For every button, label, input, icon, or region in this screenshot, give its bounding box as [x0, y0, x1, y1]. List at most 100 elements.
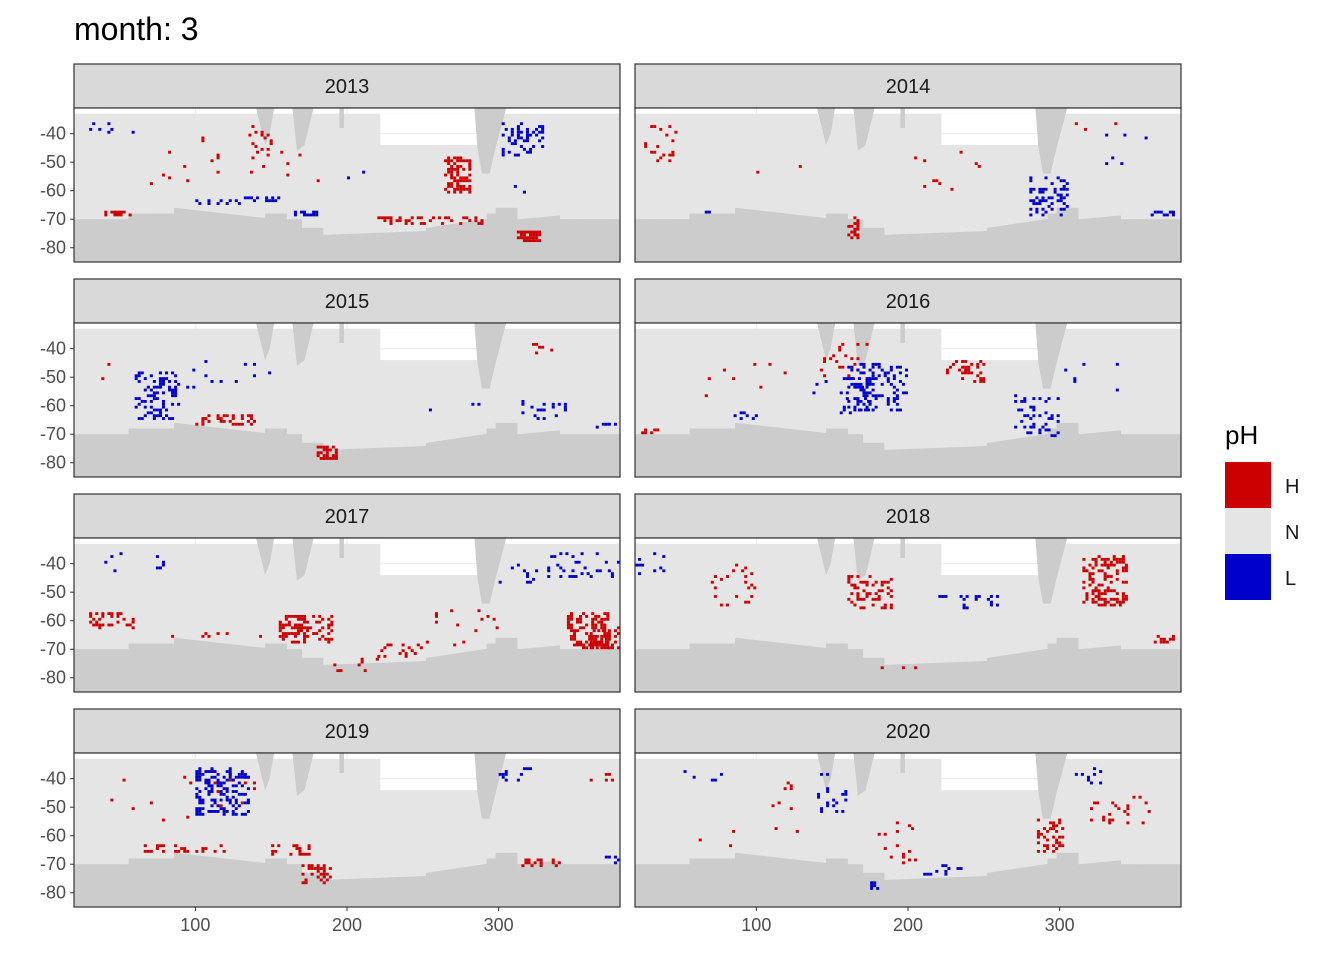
anomaly-cell-L — [507, 150, 511, 154]
land-cell — [968, 446, 973, 477]
anomaly-cell-L — [542, 402, 546, 406]
land-cell — [941, 877, 945, 907]
land-cell — [280, 858, 284, 907]
land-cell — [971, 231, 976, 262]
land-cell — [923, 878, 927, 907]
anomaly-cell-H — [850, 583, 854, 587]
anomaly-cell-H — [328, 448, 332, 452]
anomaly-cell-L — [874, 405, 878, 409]
land-south-america — [1035, 108, 1068, 174]
anomaly-cell-H — [1097, 569, 1101, 573]
anomaly-cell-H — [1088, 575, 1092, 578]
anomaly-cell-L — [1056, 414, 1060, 418]
anomaly-cell-H — [1055, 847, 1059, 850]
land-cell — [923, 233, 927, 262]
anomaly-cell-H — [976, 362, 980, 366]
anomaly-cell-H — [572, 632, 577, 635]
land-cell — [428, 657, 433, 692]
land-cell — [307, 442, 312, 477]
anomaly-cell-L — [243, 775, 247, 779]
anomaly-cell-H — [287, 615, 291, 618]
land-cell — [404, 231, 409, 262]
land-cell — [741, 853, 745, 907]
facet-label: 2019 — [325, 721, 370, 743]
anomaly-cell-H — [557, 861, 561, 865]
anomaly-cell-L — [252, 362, 256, 366]
anomaly-cell-H — [284, 632, 288, 635]
land-cell — [501, 422, 506, 477]
land-cell — [747, 639, 751, 692]
land-cell — [207, 856, 212, 907]
anomaly-cell-L — [862, 394, 866, 398]
anomaly-cell-H — [783, 371, 787, 375]
land-cell — [710, 428, 715, 477]
anomaly-cell-L — [143, 377, 147, 381]
anomaly-cell-H — [832, 354, 836, 358]
land-cell — [847, 434, 851, 477]
anomaly-cell-H — [1091, 589, 1095, 593]
anomaly-cell-H — [131, 617, 135, 621]
land-cell — [401, 231, 406, 262]
land-cell — [465, 221, 469, 262]
anomaly-cell-L — [1041, 199, 1045, 203]
anomaly-cell-L — [1047, 417, 1051, 420]
anomaly-cell-H — [398, 219, 402, 223]
land-cell — [607, 864, 612, 907]
land-cell — [574, 219, 579, 262]
land-cell — [522, 863, 527, 907]
land-cell — [917, 663, 921, 692]
facet-label: 2018 — [886, 506, 931, 528]
anomaly-cell-L — [1029, 417, 1033, 420]
land-cell — [1056, 422, 1061, 477]
anomaly-cell-H — [771, 804, 775, 808]
land-cell — [486, 858, 491, 907]
anomaly-cell-H — [607, 632, 611, 635]
anomaly-cell-H — [616, 646, 620, 650]
land-cell — [416, 231, 421, 262]
anomaly-cell-H — [1103, 603, 1107, 607]
anomaly-cell-H — [450, 176, 454, 180]
land-cell — [513, 852, 518, 907]
land-cell — [777, 427, 782, 477]
anomaly-cell-H — [201, 417, 205, 420]
land-cell — [1047, 643, 1052, 692]
anomaly-cell-L — [525, 572, 529, 576]
anomaly-cell-H — [303, 632, 307, 635]
anomaly-cell-L — [195, 807, 199, 811]
land-cell — [462, 867, 466, 907]
land-cell — [313, 657, 318, 692]
land-cell — [86, 219, 90, 262]
land-cell — [192, 425, 196, 477]
anomaly-cell-H — [856, 586, 860, 590]
anomaly-cell-H — [201, 136, 205, 140]
land-cell — [447, 439, 451, 477]
land-cell — [762, 856, 767, 907]
land-cell — [289, 649, 293, 692]
land-cell — [716, 858, 721, 907]
anomaly-cell-L — [754, 414, 758, 418]
anomaly-cell-H — [398, 652, 402, 655]
anomaly-cell-L — [965, 606, 969, 610]
anomaly-cell-L — [522, 147, 526, 151]
land-cell — [704, 858, 709, 907]
land-cell — [204, 641, 209, 692]
anomaly-cell-H — [948, 365, 952, 369]
anomaly-cell-L — [580, 572, 584, 576]
anomaly-cell-L — [901, 382, 905, 386]
land-cell — [989, 872, 994, 907]
anomaly-cell-H — [600, 620, 604, 624]
land-cell — [441, 655, 445, 692]
land-cell — [680, 434, 685, 477]
anomaly-cell-H — [410, 222, 414, 225]
land-cell — [756, 425, 760, 477]
land-cell — [1062, 637, 1067, 692]
anomaly-cell-H — [1097, 555, 1101, 558]
anomaly-cell-H — [707, 377, 711, 381]
land-cell — [359, 448, 363, 477]
land-cell — [668, 649, 672, 692]
anomaly-cell-H — [566, 620, 570, 624]
land-cell — [1068, 852, 1073, 907]
anomaly-cell-H — [1042, 849, 1047, 853]
anomaly-cell-L — [607, 569, 611, 573]
anomaly-cell-H — [375, 657, 379, 661]
